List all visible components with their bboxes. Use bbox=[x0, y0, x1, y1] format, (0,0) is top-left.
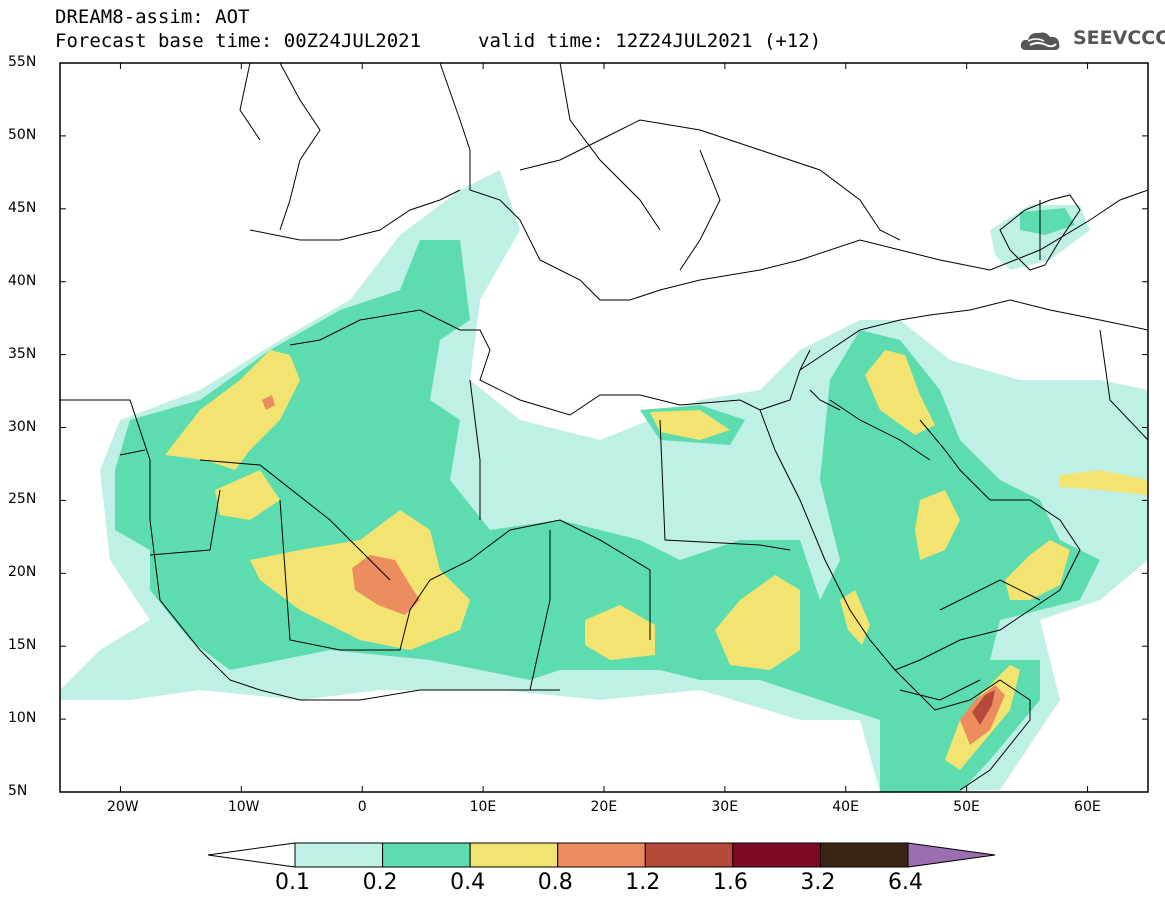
valid-time: valid time: 12Z24JUL2021 (+12) bbox=[478, 30, 822, 52]
lon-label: 40E bbox=[832, 799, 859, 815]
colorbar bbox=[207, 842, 996, 868]
colorbar-label: 1.2 bbox=[625, 870, 661, 895]
lon-label: 10E bbox=[469, 799, 497, 815]
aot-contour-0.4-saudi bbox=[915, 490, 960, 560]
colorbar-swatch bbox=[732, 842, 821, 868]
colorbar-swatch bbox=[294, 842, 384, 868]
aot-contour-0.4-iraq bbox=[865, 350, 935, 435]
lon-label: 50E bbox=[953, 799, 980, 815]
coastlines bbox=[60, 63, 1148, 791]
colorbar-swatch bbox=[469, 842, 559, 868]
cloud-logo-icon bbox=[1020, 32, 1060, 50]
colorbar-swatch bbox=[382, 842, 471, 868]
colorbar-swatch bbox=[557, 842, 646, 868]
lat-label: 15N bbox=[8, 637, 37, 654]
aot-contour-0.4-egypt bbox=[650, 410, 730, 440]
lat-label: 25N bbox=[8, 491, 37, 508]
colorbar-label: 0.2 bbox=[362, 870, 398, 895]
aot-contour-0.4-chad bbox=[585, 605, 655, 660]
lon-label: 30E bbox=[711, 799, 739, 815]
axis-ticks bbox=[60, 62, 1148, 793]
lat-label: 40N bbox=[8, 272, 37, 289]
lat-label: 50N bbox=[8, 126, 37, 143]
map-title: DREAM8-assim: AOT bbox=[55, 6, 250, 28]
lat-label: 30N bbox=[8, 418, 37, 435]
colorbar-label: 0.1 bbox=[275, 870, 310, 895]
colorbar-swatch bbox=[644, 842, 734, 868]
aot-contour-0.4-sudan bbox=[715, 575, 800, 670]
aot-contour-0.4-oman bbox=[1005, 540, 1070, 600]
lat-label: 10N bbox=[8, 710, 37, 727]
lon-label: 60E bbox=[1074, 799, 1101, 815]
colorbar-label: 6.4 bbox=[888, 870, 923, 895]
aot-contour-0.4-pakistan bbox=[1060, 470, 1148, 495]
lat-label: 35N bbox=[8, 345, 37, 362]
colorbar-swatch bbox=[819, 842, 909, 868]
colorbar-right-arrow bbox=[907, 842, 996, 868]
aot-contour-0.8-mali bbox=[352, 555, 420, 615]
lon-label: 20E bbox=[590, 799, 618, 815]
forecast-base-time: Forecast base time: 00Z24JUL2021 bbox=[55, 30, 422, 52]
lat-label: 5N bbox=[8, 783, 28, 799]
colorbar-label: 0.4 bbox=[450, 870, 486, 895]
logo-text: SEEVCCC bbox=[1073, 27, 1165, 49]
lon-label: 0 bbox=[357, 799, 367, 815]
aot-contour-0.2 bbox=[115, 240, 1100, 792]
colorbar-left-arrow bbox=[207, 842, 296, 868]
lat-label: 55N bbox=[8, 54, 37, 70]
lat-label: 45N bbox=[8, 199, 37, 216]
aot-contour-0.4-mauritania bbox=[215, 470, 280, 520]
aot-contour-0.2-caspian bbox=[1020, 208, 1075, 235]
colorbar-label: 1.6 bbox=[712, 870, 748, 895]
aot-contour-0.8-westsahara bbox=[262, 395, 275, 410]
colorbar-label: 0.8 bbox=[537, 870, 573, 895]
aot-contour-1.2-somalia bbox=[972, 690, 995, 725]
lon-label: 20W bbox=[106, 799, 139, 815]
lat-label: 20N bbox=[8, 564, 37, 581]
aot-contour-0.4-westsahara bbox=[165, 350, 300, 470]
colorbar-label: 3.2 bbox=[800, 870, 836, 895]
lon-label: 10W bbox=[227, 799, 260, 815]
